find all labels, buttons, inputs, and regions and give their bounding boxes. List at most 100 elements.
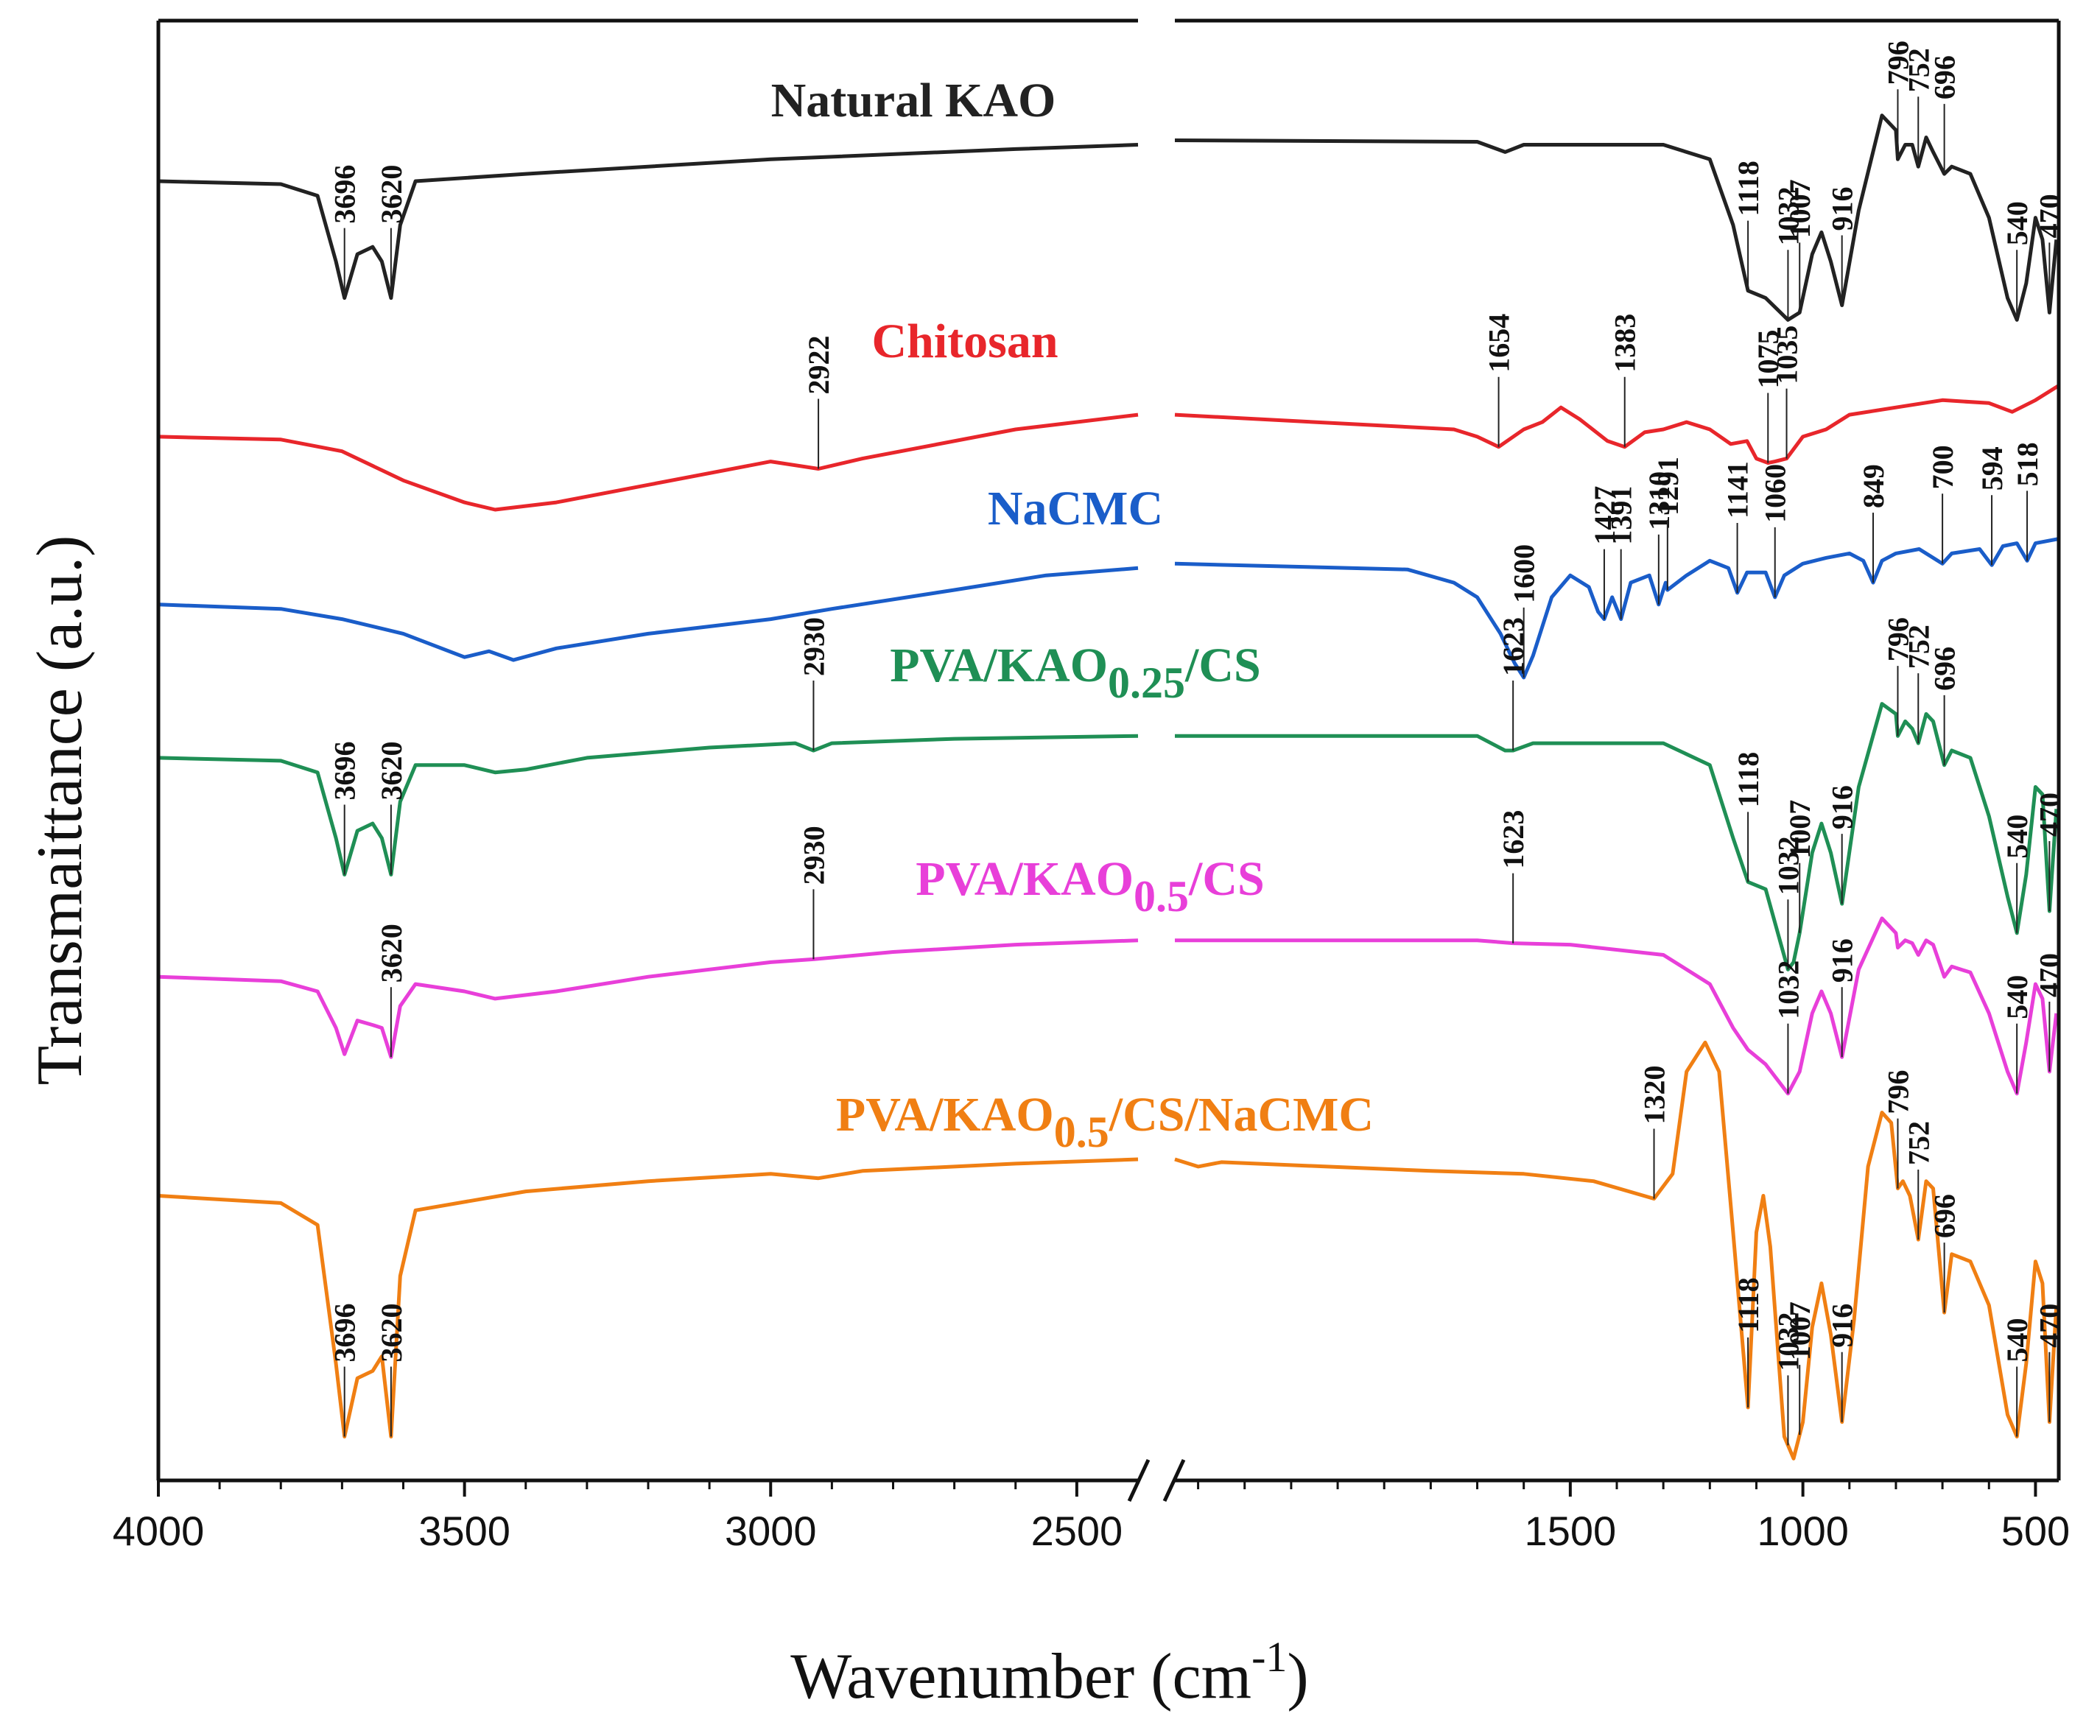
peak-label-pva-kao0-5-cs-nacmc-3696: 3696 [329, 1304, 362, 1363]
series-label-sub: 0.5 [1134, 872, 1189, 921]
peak-label-natural-kao-3696: 3696 [329, 165, 362, 224]
peak-label-pva-kao0-5-cs-540: 540 [2001, 975, 2034, 1019]
peak-label-pva-kao0-25-cs-696: 696 [1928, 647, 1962, 691]
peak-label-pva-kao0-5-cs-nacmc-796: 796 [1881, 1070, 1914, 1114]
peak-label-nacmc-1427: 1427 [1588, 486, 1621, 545]
peak-label-pva-kao0-5-cs-nacmc-470: 470 [2033, 1304, 2066, 1348]
x-tick-label-500: 500 [2001, 1508, 2070, 1554]
peak-label-pva-kao0-5-cs-nacmc-752: 752 [1902, 1121, 1935, 1165]
axis-break-mark-right [1162, 1458, 1186, 1503]
peak-label-nacmc-1291: 1291 [1651, 457, 1685, 516]
peak-label-chitosan-2922: 2922 [802, 335, 835, 394]
peak-label-nacmc-518: 518 [2011, 442, 2044, 486]
peak-label-pva-kao0-25-cs-470: 470 [2033, 793, 2066, 837]
peak-label-natural-kao-696: 696 [1928, 55, 1962, 99]
peak-label-nacmc-1310: 1310 [1643, 471, 1676, 530]
series-label-pva-kao0-25-cs: PVA/KAO0.25/CS [890, 639, 1261, 707]
series-label-pva-kao0-5-cs: PVA/KAO0.5/CS [916, 852, 1265, 921]
x-axis-title-close: ) [1287, 1641, 1308, 1712]
series-label-nacmc: NaCMC [988, 482, 1163, 535]
x-axis-title-main: Wavenumber (cm [790, 1641, 1251, 1712]
peak-label-nacmc-700: 700 [1926, 445, 1959, 489]
x-axis-title-sup: -1 [1251, 1633, 1287, 1681]
peak-label-chitosan-1075: 1075 [1752, 330, 1785, 389]
series-line-natural-kao-right [1174, 113, 2059, 322]
peak-label-pva-kao0-25-cs-796: 796 [1881, 617, 1914, 661]
series-label-main: PVA/KAO [890, 639, 1108, 692]
axis-break-mark-left [1127, 1458, 1151, 1503]
series-line-pva-kao0-5-cs-left [158, 938, 1139, 1059]
series-line-pva-kao0-5-cs-right [1175, 916, 2059, 1096]
series-label-pva-kao0-5-cs-nacmc: PVA/KAO0.5/CS/NaCMC [836, 1088, 1374, 1156]
series-line-natural-kao-left [158, 143, 1139, 301]
peak-label-pva-kao0-5-cs-nacmc-3620: 3620 [375, 1304, 408, 1363]
peak-label-pva-kao0-25-cs-1118: 1118 [1732, 752, 1765, 808]
peak-label-nacmc-1060: 1060 [1759, 464, 1792, 523]
peak-label-natural-kao-1032: 1032 [1771, 186, 1805, 245]
peak-label-natural-kao-916: 916 [1826, 186, 1859, 231]
peak-label-natural-kao-752: 752 [1902, 48, 1935, 92]
series-label-sub: 0.5 [1054, 1108, 1109, 1156]
series-label-main: PVA/KAO [836, 1088, 1054, 1142]
peak-label-pva-kao0-5-cs-1623: 1623 [1497, 810, 1530, 869]
peak-label-nacmc-1391: 1391 [1605, 486, 1638, 545]
series-label-tail: /CS/NaCMC [1109, 1088, 1374, 1142]
peak-label-natural-kao-3620: 3620 [375, 165, 408, 224]
series-label-main: PVA/KAO [916, 852, 1134, 906]
series-labels: Natural KAOChitosanNaCMCPVA/KAO0.25/CSPV… [771, 74, 1374, 1156]
peak-label-natural-kao-470: 470 [2033, 194, 2066, 238]
peak-label-nacmc-849: 849 [1857, 464, 1890, 508]
peak-label-pva-kao0-25-cs-1623: 1623 [1497, 617, 1530, 676]
peak-label-chitosan-1035: 1035 [1771, 326, 1804, 384]
peak-label-chitosan-1654: 1654 [1483, 314, 1516, 373]
peak-label-nacmc-1141: 1141 [1721, 461, 1755, 519]
x-tick-label-2500: 2500 [1031, 1508, 1123, 1554]
peak-label-pva-kao0-5-cs-nacmc-916: 916 [1826, 1304, 1859, 1348]
series-layer [158, 113, 2060, 1461]
peak-label-pva-kao0-25-cs-1007: 1007 [1783, 800, 1816, 859]
peak-label-pva-kao0-5-cs-nacmc-540: 540 [2001, 1318, 2034, 1363]
series-label-natural-kao: Natural KAO [771, 74, 1056, 127]
series-label-chitosan: Chitosan [871, 314, 1058, 368]
series-line-pva-kao0-25-cs-right [1175, 702, 2059, 971]
peak-label-pva-kao0-5-cs-nacmc-1007: 1007 [1783, 1301, 1816, 1360]
peak-label-nacmc-1600: 1600 [1508, 544, 1541, 603]
peak-label-pva-kao0-5-cs-nacmc-1032: 1032 [1771, 1312, 1805, 1371]
peak-label-pva-kao0-5-cs-nacmc-1118: 1118 [1732, 1277, 1765, 1333]
x-axis-title: Wavenumber (cm-1) [790, 1633, 1308, 1712]
peak-label-natural-kao-1007: 1007 [1783, 179, 1816, 238]
series-line-nacmc-left [158, 566, 1139, 662]
x-tick-label-4000: 4000 [113, 1508, 205, 1554]
peak-label-pva-kao0-5-cs-2930: 2930 [797, 826, 830, 885]
peak-label-pva-kao0-5-cs-nacmc-1320: 1320 [1638, 1065, 1671, 1124]
series-label-tail: /CS [1188, 852, 1265, 906]
peak-label-pva-kao0-5-cs-470: 470 [2033, 953, 2066, 997]
peak-label-pva-kao0-5-cs-3620: 3620 [375, 924, 408, 983]
series-line-chitosan-right [1174, 384, 2060, 465]
peak-label-chitosan-1383: 1383 [1609, 314, 1642, 373]
peak-label-natural-kao-796: 796 [1881, 41, 1914, 85]
series-label-tail: /CS [1184, 639, 1261, 692]
series-line-pva-kao0-5-cs-nacmc-right [1174, 1040, 2059, 1461]
series-line-chitosan-left [158, 412, 1139, 512]
x-tick-label-1000: 1000 [1757, 1508, 1849, 1554]
peak-label-pva-kao0-5-cs-nacmc-696: 696 [1928, 1194, 1962, 1238]
series-line-nacmc-right [1174, 537, 2059, 680]
peak-label-pva-kao0-5-cs-916: 916 [1826, 938, 1859, 983]
peak-label-pva-kao0-25-cs-540: 540 [2001, 815, 2034, 859]
series-label-sub: 0.25 [1108, 658, 1185, 707]
peak-label-pva-kao0-25-cs-3620: 3620 [375, 741, 408, 800]
peak-label-natural-kao-540: 540 [2001, 201, 2034, 245]
peak-label-pva-kao0-25-cs-916: 916 [1826, 785, 1859, 829]
peak-label-pva-kao0-5-cs-1032: 1032 [1771, 960, 1805, 1019]
x-tick-label-3500: 3500 [418, 1508, 510, 1554]
peak-label-pva-kao0-25-cs-752: 752 [1902, 625, 1935, 669]
peak-label-nacmc-594: 594 [1976, 446, 2009, 491]
series-line-pva-kao0-25-cs-left [158, 734, 1139, 876]
x-tick-label-3000: 3000 [725, 1508, 817, 1554]
peak-label-pva-kao0-25-cs-2930: 2930 [797, 617, 830, 676]
x-tick-label-1500: 1500 [1525, 1508, 1617, 1554]
axes: 4000 3500 3000 2500 1500 1000 500 [113, 18, 2070, 1554]
